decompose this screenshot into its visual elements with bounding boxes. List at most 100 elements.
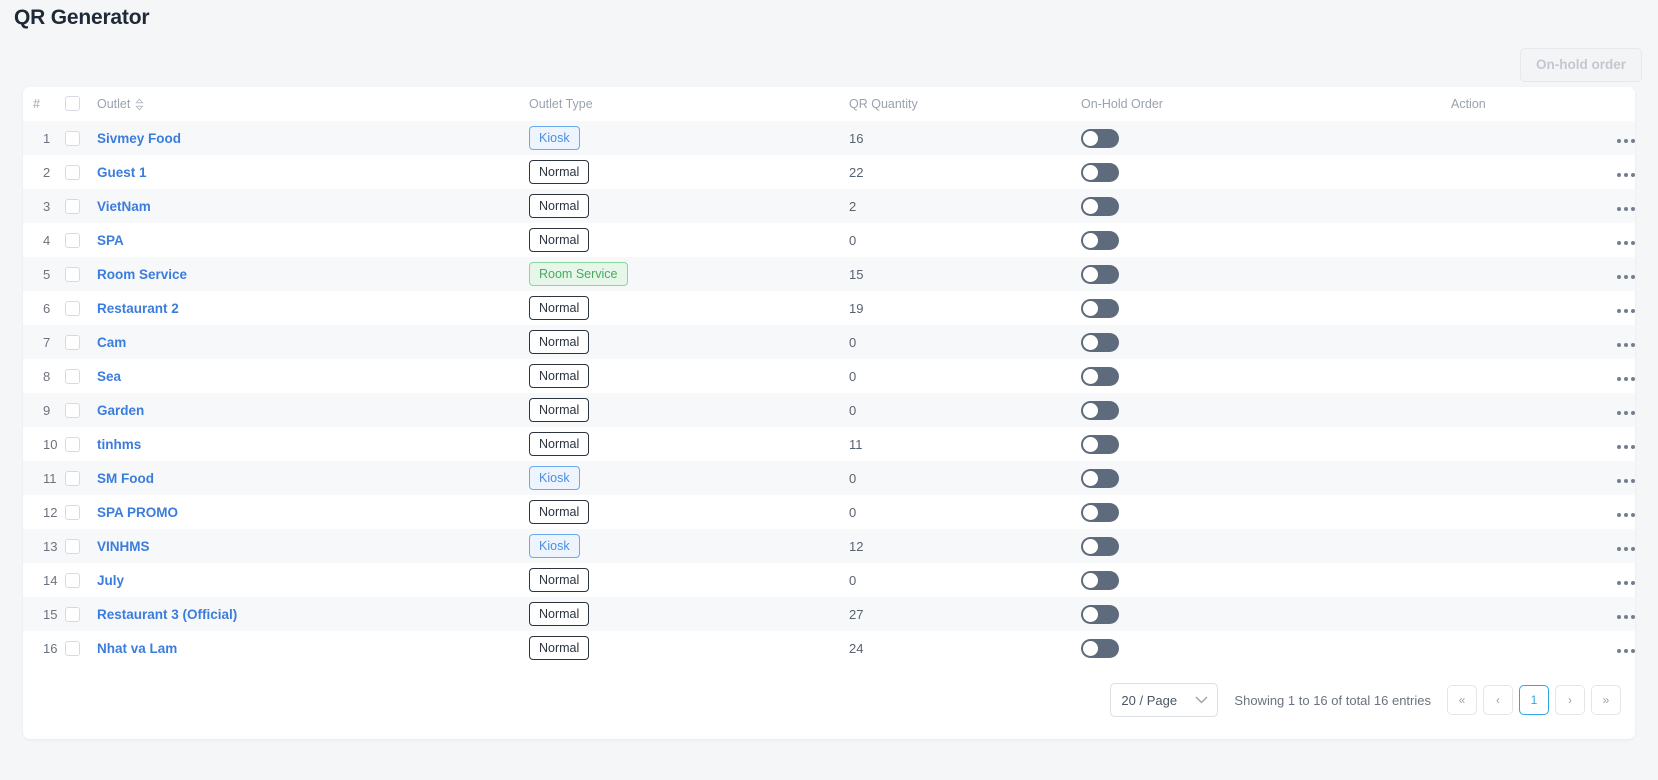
row-actions-menu-icon[interactable] xyxy=(1617,648,1635,653)
row-actions-menu-icon[interactable] xyxy=(1617,138,1635,143)
outlet-link[interactable]: Sivmey Food xyxy=(97,130,182,146)
on-hold-toggle[interactable] xyxy=(1081,366,1119,386)
cell-select xyxy=(65,597,97,632)
outlet-link[interactable]: July xyxy=(97,572,125,588)
cell-index: 16 xyxy=(23,631,65,666)
row-checkbox[interactable] xyxy=(65,301,80,317)
row-checkbox[interactable] xyxy=(65,607,80,623)
row-actions-menu-icon[interactable] xyxy=(1617,444,1635,449)
outlet-link[interactable]: Room Service xyxy=(97,266,188,282)
cell-outlet: Sea xyxy=(97,359,529,394)
table-row: 3 VietNam Normal 2 xyxy=(23,189,1635,224)
on-hold-toggle[interactable] xyxy=(1081,400,1119,420)
outlet-link[interactable]: SPA xyxy=(97,232,124,248)
table-row: 2 Guest 1 Normal 22 xyxy=(23,155,1635,190)
row-actions-menu-icon[interactable] xyxy=(1617,410,1635,415)
outlet-link[interactable]: Garden xyxy=(97,402,145,418)
row-checkbox[interactable] xyxy=(65,131,80,147)
on-hold-toggle[interactable] xyxy=(1081,128,1119,148)
on-hold-toggle[interactable] xyxy=(1081,604,1119,624)
cell-on-hold xyxy=(1081,495,1451,530)
on-hold-toggle[interactable] xyxy=(1081,264,1119,284)
cell-outlet: Sivmey Food xyxy=(97,121,529,156)
row-actions-menu-icon[interactable] xyxy=(1617,308,1635,313)
cell-outlet: VINHMS xyxy=(97,529,529,564)
outlet-link[interactable]: Cam xyxy=(97,334,127,350)
row-actions-menu-icon[interactable] xyxy=(1617,206,1635,211)
on-hold-toggle[interactable] xyxy=(1081,502,1119,522)
toggle-knob xyxy=(1083,130,1098,146)
sort-icon[interactable] xyxy=(135,98,145,111)
row-actions-menu-icon[interactable] xyxy=(1617,512,1635,517)
row-checkbox[interactable] xyxy=(65,437,80,453)
row-actions-menu-icon[interactable] xyxy=(1617,376,1635,381)
last-page-button[interactable]: » xyxy=(1591,685,1621,716)
outlet-link[interactable]: Guest 1 xyxy=(97,164,147,180)
row-checkbox[interactable] xyxy=(65,573,80,589)
row-actions-menu-icon[interactable] xyxy=(1617,546,1635,551)
row-checkbox[interactable] xyxy=(65,641,80,657)
on-hold-toggle[interactable] xyxy=(1081,434,1119,454)
outlet-link[interactable]: SM Food xyxy=(97,470,154,486)
row-checkbox[interactable] xyxy=(65,267,80,283)
outlet-type-badge: Normal xyxy=(529,296,590,321)
row-actions-menu-icon[interactable] xyxy=(1617,274,1635,279)
row-checkbox[interactable] xyxy=(65,471,80,487)
table-row: 8 Sea Normal 0 xyxy=(23,359,1635,394)
row-checkbox[interactable] xyxy=(65,539,80,555)
on-hold-toggle[interactable] xyxy=(1081,536,1119,556)
outlet-link[interactable]: SPA PROMO xyxy=(97,504,179,520)
on-hold-toggle[interactable] xyxy=(1081,196,1119,216)
cell-index: 15 xyxy=(23,597,65,632)
on-hold-toggle[interactable] xyxy=(1081,162,1119,182)
outlet-link[interactable]: VINHMS xyxy=(97,538,150,554)
row-checkbox[interactable] xyxy=(65,369,80,385)
row-checkbox[interactable] xyxy=(65,199,80,215)
on-hold-toggle[interactable] xyxy=(1081,230,1119,250)
header-outlet[interactable]: Outlet xyxy=(97,87,529,122)
row-actions-menu-icon[interactable] xyxy=(1617,580,1635,585)
toggle-knob xyxy=(1083,572,1098,588)
row-checkbox[interactable] xyxy=(65,505,80,521)
on-hold-toggle[interactable] xyxy=(1081,468,1119,488)
toggle-knob xyxy=(1083,436,1098,452)
per-page-value: 20 / Page xyxy=(1121,692,1178,708)
prev-page-button[interactable]: ‹ xyxy=(1483,685,1513,716)
row-actions-menu-icon[interactable] xyxy=(1617,614,1635,619)
per-page-select[interactable]: 20 / Page xyxy=(1110,683,1219,718)
outlet-link[interactable]: Sea xyxy=(97,368,122,384)
toggle-knob xyxy=(1083,368,1098,384)
outlet-link[interactable]: Restaurant 2 xyxy=(97,300,179,316)
cell-select xyxy=(65,427,97,462)
on-hold-toggle[interactable] xyxy=(1081,298,1119,318)
on-hold-toggle[interactable] xyxy=(1081,570,1119,590)
cell-on-hold xyxy=(1081,427,1451,462)
outlet-link[interactable]: tinhms xyxy=(97,436,142,452)
cell-select xyxy=(65,121,97,156)
cell-index: 8 xyxy=(23,359,65,394)
outlet-type-badge: Normal xyxy=(529,636,590,661)
row-actions-menu-icon[interactable] xyxy=(1617,478,1635,483)
row-actions-menu-icon[interactable] xyxy=(1617,172,1635,177)
row-checkbox[interactable] xyxy=(65,165,80,181)
on-hold-order-button[interactable]: On-hold order xyxy=(1520,48,1642,82)
outlet-link[interactable]: Restaurant 3 (Official) xyxy=(97,606,238,622)
row-index: 6 xyxy=(43,300,51,316)
first-page-button[interactable]: « xyxy=(1447,685,1477,716)
page-1-button[interactable]: 1 xyxy=(1519,685,1549,716)
row-checkbox[interactable] xyxy=(65,403,80,419)
row-checkbox[interactable] xyxy=(65,335,80,351)
row-checkbox[interactable] xyxy=(65,233,80,249)
cell-qr-quantity: 11 xyxy=(849,427,1081,462)
cell-on-hold xyxy=(1081,393,1451,428)
select-all-checkbox[interactable] xyxy=(65,96,80,112)
row-actions-menu-icon[interactable] xyxy=(1617,240,1635,245)
row-actions-menu-icon[interactable] xyxy=(1617,342,1635,347)
on-hold-toggle[interactable] xyxy=(1081,638,1119,658)
on-hold-toggle[interactable] xyxy=(1081,332,1119,352)
outlet-link[interactable]: Nhat va Lam xyxy=(97,640,178,656)
cell-select xyxy=(65,563,97,598)
toggle-knob xyxy=(1083,402,1098,418)
next-page-button[interactable]: › xyxy=(1555,685,1585,716)
outlet-link[interactable]: VietNam xyxy=(97,198,151,214)
